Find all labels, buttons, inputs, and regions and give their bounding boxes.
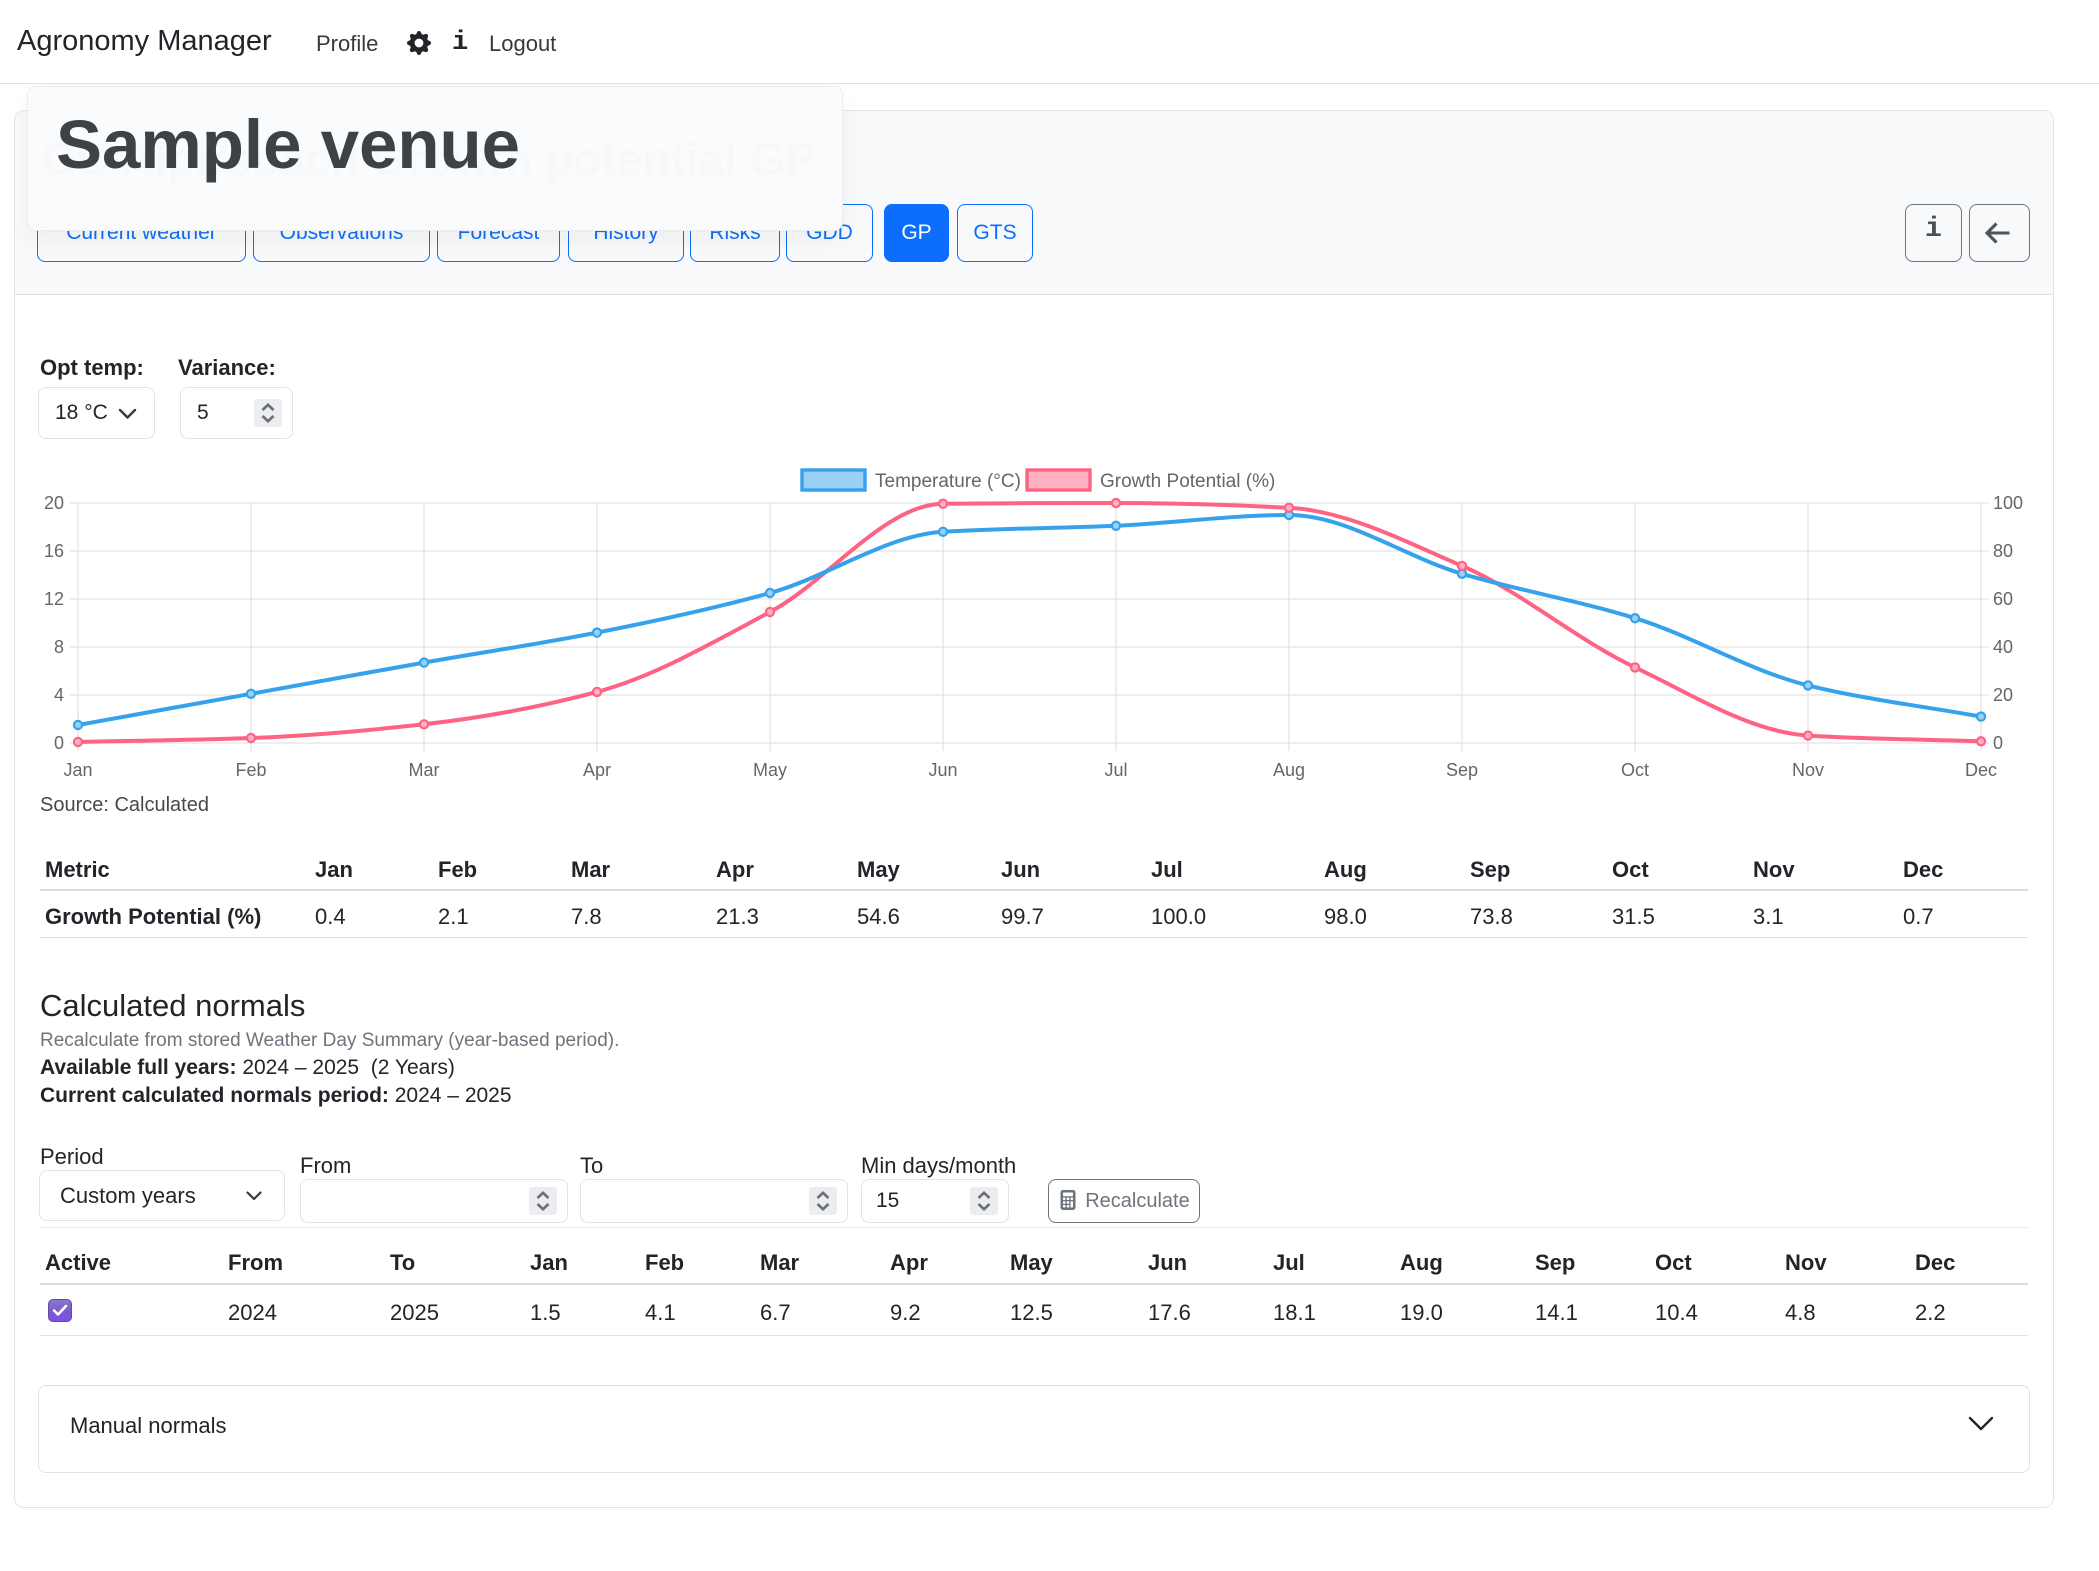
svg-text:0: 0 <box>1993 733 2003 753</box>
svg-text:8: 8 <box>54 637 64 657</box>
svg-text:Jun: Jun <box>928 760 957 780</box>
svg-text:20: 20 <box>44 493 64 513</box>
svg-text:60: 60 <box>1993 589 2013 609</box>
svg-text:40: 40 <box>1993 637 2013 657</box>
svg-text:12: 12 <box>44 589 64 609</box>
svg-text:80: 80 <box>1993 541 2013 561</box>
svg-text:Jan: Jan <box>63 760 92 780</box>
svg-text:Dec: Dec <box>1965 760 1997 780</box>
svg-text:Feb: Feb <box>235 760 266 780</box>
svg-text:Mar: Mar <box>409 760 440 780</box>
svg-text:100: 100 <box>1993 493 2023 513</box>
svg-text:16: 16 <box>44 541 64 561</box>
svg-text:4: 4 <box>54 685 64 705</box>
svg-text:Apr: Apr <box>583 760 611 780</box>
svg-text:Nov: Nov <box>1792 760 1824 780</box>
svg-text:Oct: Oct <box>1621 760 1649 780</box>
svg-text:Aug: Aug <box>1273 760 1305 780</box>
svg-text:May: May <box>753 760 787 780</box>
svg-text:0: 0 <box>54 733 64 753</box>
svg-text:Growth Potential (%): Growth Potential (%) <box>1100 471 1275 492</box>
svg-text:Sep: Sep <box>1446 760 1478 780</box>
svg-text:Jul: Jul <box>1104 760 1127 780</box>
svg-text:20: 20 <box>1993 685 2013 705</box>
svg-text:Temperature (°C): Temperature (°C) <box>875 471 1021 492</box>
